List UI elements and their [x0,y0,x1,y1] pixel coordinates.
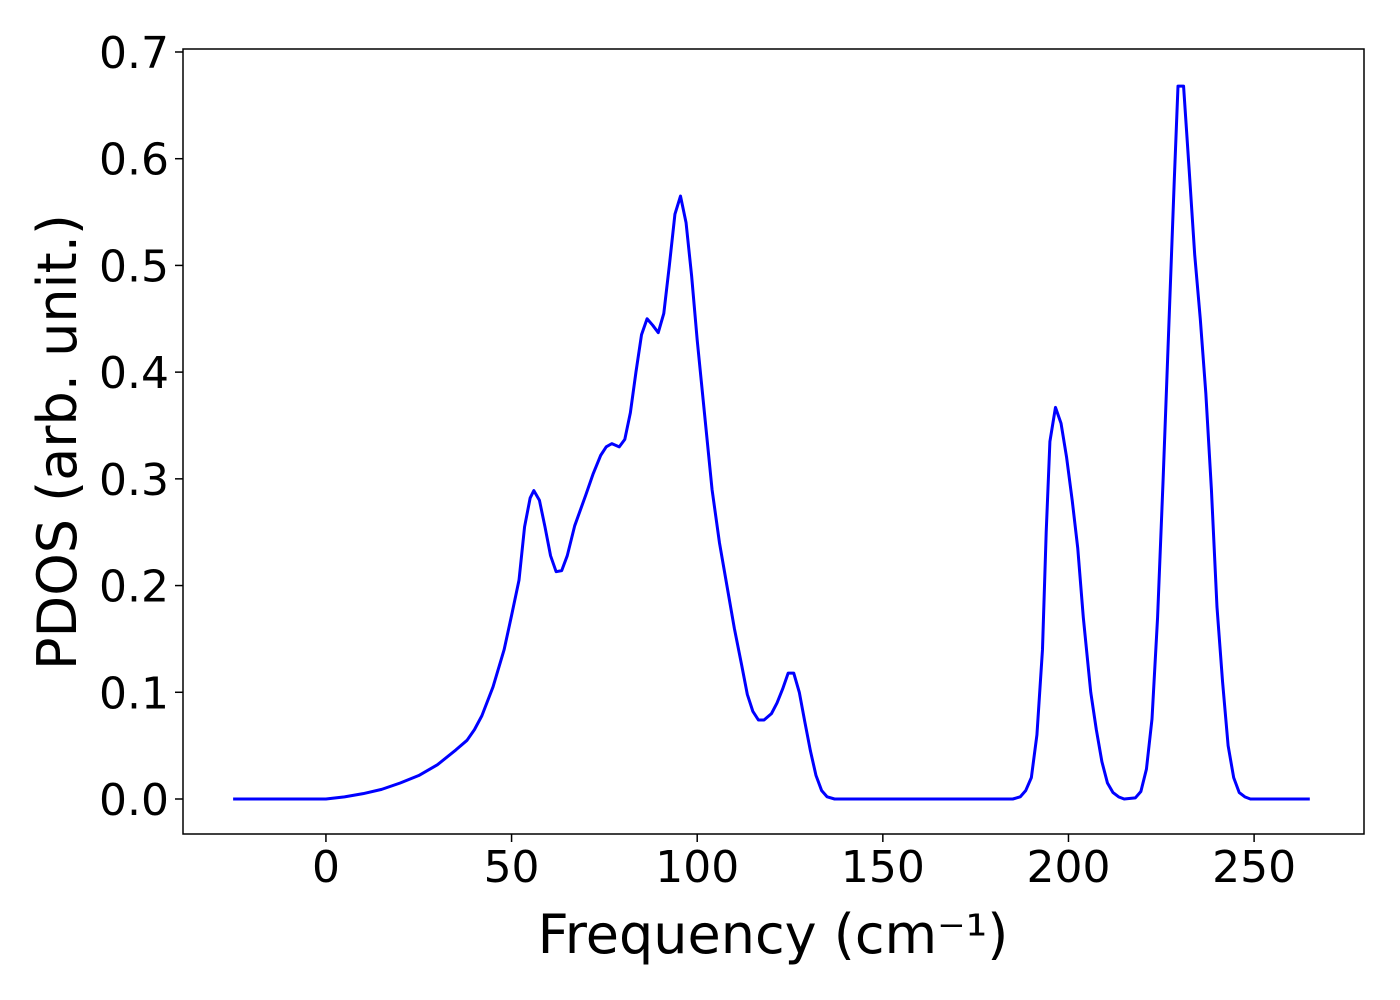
x-tick-label: 150 [841,842,925,893]
x-tick-label: 200 [1026,842,1110,893]
y-tick-label: 0.0 [99,775,169,826]
x-tick-label: 100 [655,842,739,893]
x-tick-label: 50 [484,842,540,893]
y-tick-label: 0.5 [99,241,169,292]
y-axis-label: PDOS (arb. unit.) [26,214,89,670]
y-tick-label: 0.1 [99,668,169,719]
y-tick-label: 0.6 [99,135,169,186]
y-tick-label: 0.2 [99,562,169,613]
x-tick-label: 250 [1212,842,1296,893]
plot-frame [182,48,1365,835]
y-tick-label: 0.4 [99,348,169,399]
x-tick-label: 0 [312,842,340,893]
y-tick-label: 0.3 [99,455,169,506]
x-axis-label: Frequency (cm⁻¹) [538,903,1009,966]
pdos-line [233,84,1310,801]
y-tick-label: 0.7 [99,28,169,79]
